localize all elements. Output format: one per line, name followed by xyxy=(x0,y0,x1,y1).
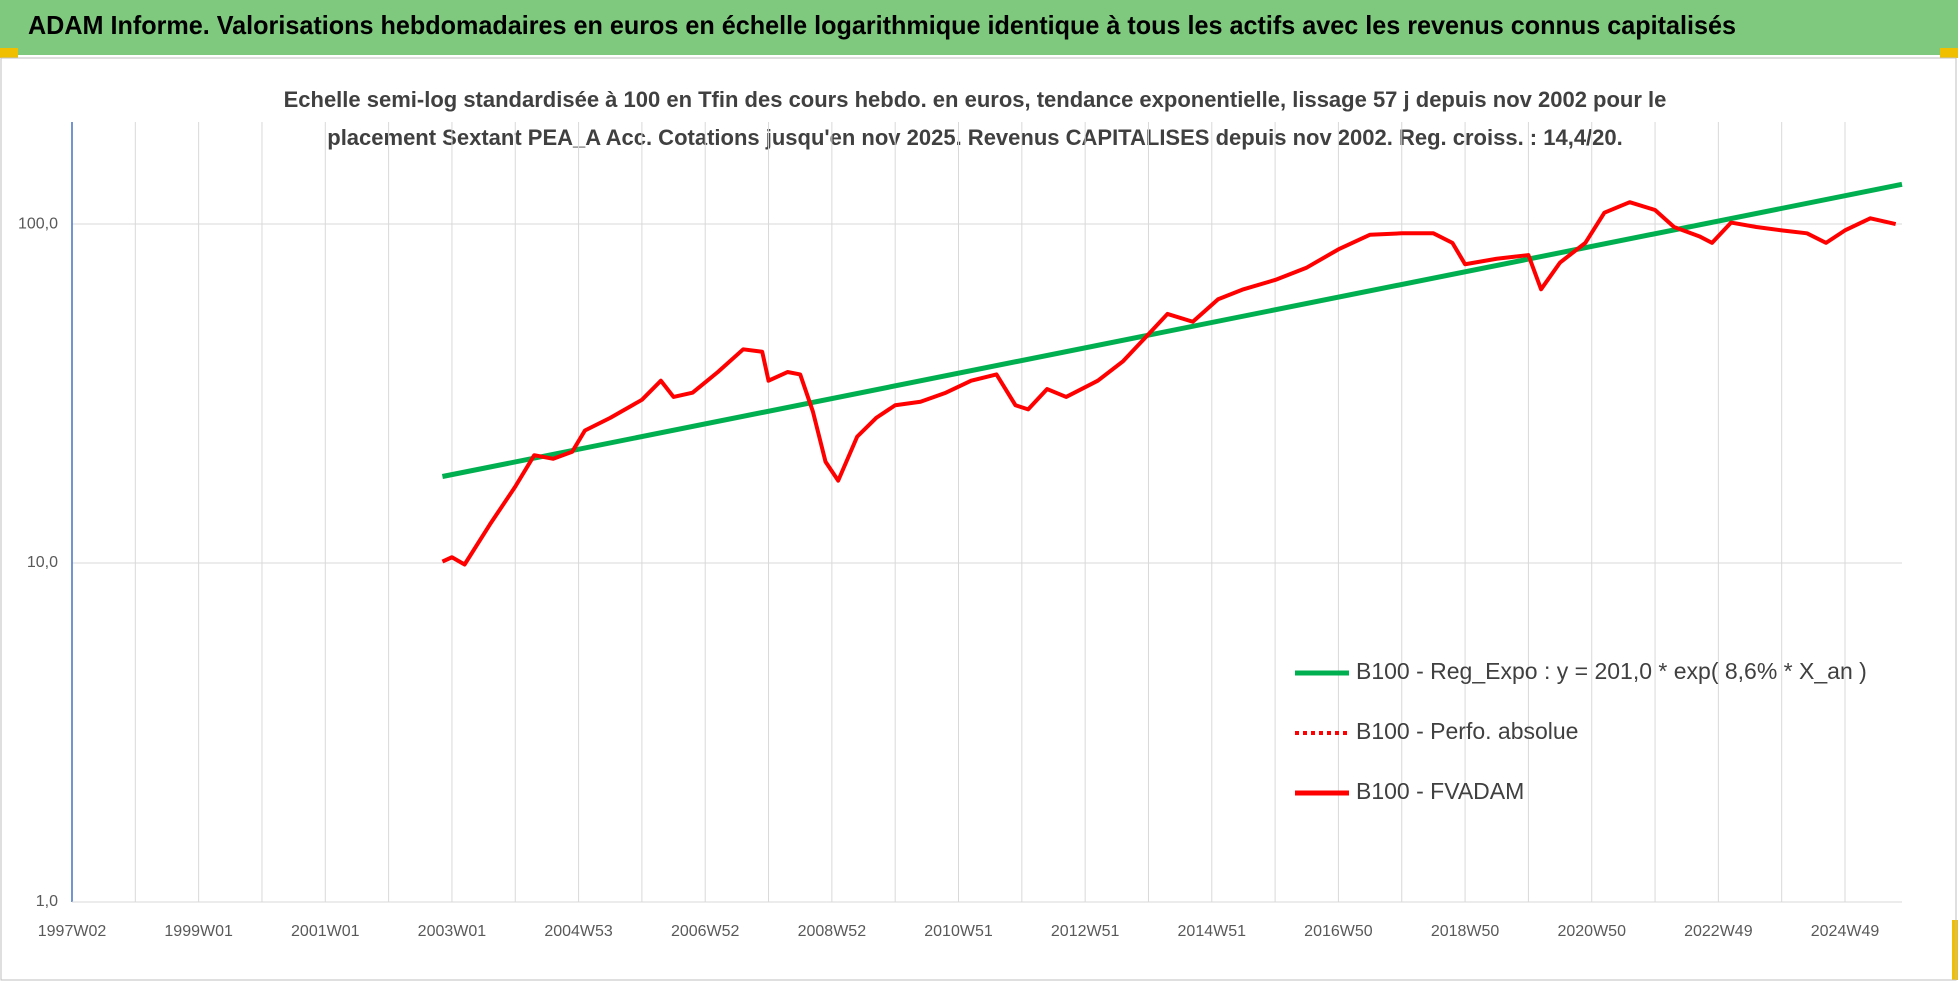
x-tick-label: 2024W49 xyxy=(1811,923,1880,940)
series-line xyxy=(441,181,1903,479)
y-tick-label: 10,0 xyxy=(27,554,58,571)
x-tick-label: 2008W52 xyxy=(798,923,867,940)
x-tick-label: 2022W49 xyxy=(1684,923,1753,940)
x-tick-label: 1999W01 xyxy=(164,923,233,940)
x-tick-label: 1997W02 xyxy=(38,923,107,940)
x-tick-label: 2004W53 xyxy=(544,923,613,940)
x-tick-label: 2018W50 xyxy=(1431,923,1500,940)
frame xyxy=(0,57,1957,981)
series-line xyxy=(441,200,1897,567)
y-tick-label: 100,0 xyxy=(18,215,58,232)
chart-title: placement Sextant PEA_A Acc. Cotations j… xyxy=(327,125,1623,150)
legend-label: B100 - Perfo. absolue xyxy=(1356,718,1578,744)
legend-label: B100 - FVADAM xyxy=(1356,778,1524,804)
x-tick-label: 2010W51 xyxy=(924,923,993,940)
corner xyxy=(0,48,18,58)
x-tick-label: 2006W52 xyxy=(671,923,740,940)
legend-label: B100 - Reg_Expo : y = 201,0 * exp( 8,6% … xyxy=(1356,658,1867,684)
x-tick-label: 2020W50 xyxy=(1557,923,1626,940)
x-tick-label: 2001W01 xyxy=(291,923,360,940)
x-tick-label: 2016W50 xyxy=(1304,923,1373,940)
corner xyxy=(1952,920,1958,980)
header-bar xyxy=(0,0,1958,55)
corner xyxy=(1940,48,1958,58)
chart-title: Echelle semi-log standardisée à 100 en T… xyxy=(284,87,1667,112)
x-tick-label: 2014W51 xyxy=(1178,923,1247,940)
y-tick-label: 1,0 xyxy=(36,893,58,910)
page-title: ADAM Informe. Valorisations hebdomadaire… xyxy=(28,10,1736,40)
x-tick-label: 2012W51 xyxy=(1051,923,1120,940)
x-tick-label: 2003W01 xyxy=(418,923,487,940)
